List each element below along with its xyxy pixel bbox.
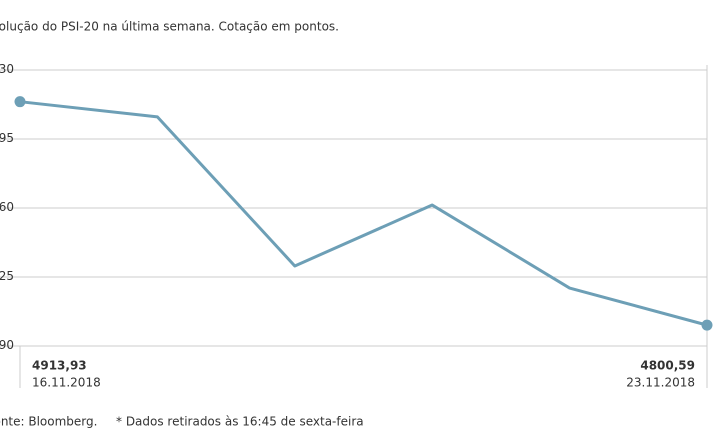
x-tick-label: 16.11.2018 (32, 376, 101, 390)
note: * Dados retirados às 16:45 de sexta-feir… (116, 415, 364, 429)
data-point (701, 319, 713, 331)
value-label: 4800,59 (640, 359, 695, 373)
data-line (19, 100, 708, 327)
source: Fonte: Bloomberg. (0, 415, 97, 429)
y-tick-label: 4860 (0, 200, 14, 214)
y-tick-label: 4930 (0, 62, 14, 76)
x-tick-label: 23.11.2018 (626, 376, 695, 390)
y-tick-label: 4790 (0, 338, 14, 352)
chart-subtitle: Evolução do PSI-20 na última semana. Cot… (0, 20, 339, 34)
data-point (14, 96, 26, 108)
y-tick-label: 4895 (0, 131, 14, 145)
y-tick-label: 4825 (0, 269, 14, 283)
value-label: 4913,93 (32, 359, 87, 373)
